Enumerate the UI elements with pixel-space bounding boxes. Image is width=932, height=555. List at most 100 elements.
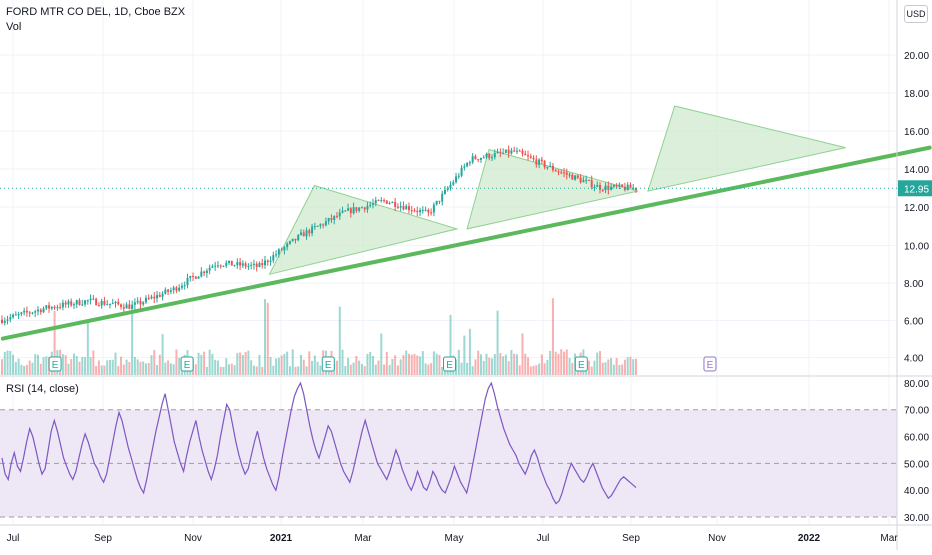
candle-body <box>194 276 197 279</box>
candle-body <box>601 189 604 191</box>
candle-body <box>587 179 590 181</box>
volume-bar <box>264 299 267 375</box>
candle-body <box>574 175 577 180</box>
volume-bar <box>106 360 109 375</box>
volume-bar <box>72 353 75 375</box>
volume-bar <box>621 364 624 375</box>
rsi-tick-label: 80.00 <box>904 379 929 390</box>
volume-bar <box>535 365 538 375</box>
earnings-marker[interactable]: E <box>180 356 194 372</box>
earnings-marker[interactable]: E <box>321 356 335 372</box>
volume-bar <box>178 357 181 375</box>
earnings-marker[interactable]: E <box>574 356 588 372</box>
candle-body <box>380 200 383 202</box>
volume-bar <box>111 359 114 375</box>
volume-bar <box>532 365 535 375</box>
rsi-legend[interactable]: RSI (14, close) <box>6 383 79 395</box>
volume-bar <box>280 355 283 375</box>
volume-bar <box>449 314 452 375</box>
candle-body <box>275 254 278 256</box>
volume-bar <box>31 362 34 375</box>
volume-bar <box>45 356 48 375</box>
candle-body <box>421 209 424 211</box>
earnings-marker[interactable]: E <box>48 356 62 372</box>
triangle-drawings[interactable] <box>268 105 846 276</box>
candle-body <box>474 156 477 160</box>
volume-legend[interactable]: Vol <box>6 21 22 33</box>
currency-button[interactable]: USD <box>904 5 928 23</box>
volume-bar <box>302 359 305 375</box>
volume-bar <box>349 364 352 375</box>
volume-bar <box>228 364 231 375</box>
candle-body <box>341 210 344 213</box>
candle-body <box>618 184 621 187</box>
candle-body <box>335 215 338 217</box>
candle-body <box>369 204 372 206</box>
candle-body <box>189 275 192 278</box>
volume-bar <box>297 366 300 375</box>
volume-bar <box>39 363 42 375</box>
candle-body <box>344 210 347 212</box>
candle-body <box>424 209 427 211</box>
candle-body <box>565 172 568 175</box>
candle-body <box>266 260 269 262</box>
rsi-band-background <box>0 409 897 518</box>
earnings-marker-label: E <box>446 360 453 371</box>
candle-body <box>518 150 521 152</box>
triangle-pattern <box>466 148 639 230</box>
volume-bar <box>468 328 471 375</box>
candle-body <box>255 263 258 267</box>
volume-bar <box>543 363 546 375</box>
volume-bar <box>86 320 89 375</box>
volume-bar <box>563 351 566 375</box>
candle-body <box>322 224 325 226</box>
volume-bar <box>277 357 280 375</box>
volume-bar <box>272 365 275 375</box>
candle-body <box>205 270 208 274</box>
volume-bar <box>219 366 222 375</box>
candle-body <box>493 153 496 158</box>
volume-bar <box>391 358 394 375</box>
candle-body <box>208 267 211 271</box>
volume-bar <box>571 362 574 375</box>
candle-body <box>136 300 139 303</box>
volume-bar <box>623 359 626 375</box>
volume-bar <box>499 353 502 375</box>
volume-bar <box>474 359 477 375</box>
time-tick-label: Mar <box>354 533 372 544</box>
candle-body <box>9 317 12 320</box>
volume-bar <box>161 334 164 375</box>
volume-bar <box>427 364 430 375</box>
volume-bar <box>247 350 250 375</box>
earnings-marker[interactable]: E <box>703 356 717 372</box>
earnings-marker-box <box>180 356 194 372</box>
volume-bar <box>527 357 530 375</box>
candle-body <box>416 210 419 213</box>
volume-bar <box>197 352 200 375</box>
candle-body <box>300 232 303 235</box>
candle-body <box>258 263 261 267</box>
volume-bar <box>604 362 607 375</box>
volume-bar <box>25 364 28 375</box>
volume-bar <box>352 362 355 375</box>
volume-bar <box>405 350 408 375</box>
volume-bar <box>3 352 6 375</box>
volume-bar <box>266 302 269 375</box>
candle-body <box>607 185 610 190</box>
candle-body <box>407 206 410 211</box>
candle-body <box>446 188 449 190</box>
volume-bar <box>67 363 70 375</box>
volume-bar <box>565 349 568 375</box>
volume-bar <box>308 351 311 375</box>
symbol-legend[interactable]: FORD MTR CO DEL, 1D, Cboe BZX <box>6 6 186 18</box>
candle-body <box>466 162 469 167</box>
trendline-drawing[interactable] <box>0 145 932 341</box>
time-tick-label: 2021 <box>270 533 293 544</box>
volume-bar <box>81 356 84 375</box>
earnings-marker[interactable]: E <box>443 356 457 372</box>
volume-bar <box>371 356 374 375</box>
volume-bar <box>208 349 211 375</box>
